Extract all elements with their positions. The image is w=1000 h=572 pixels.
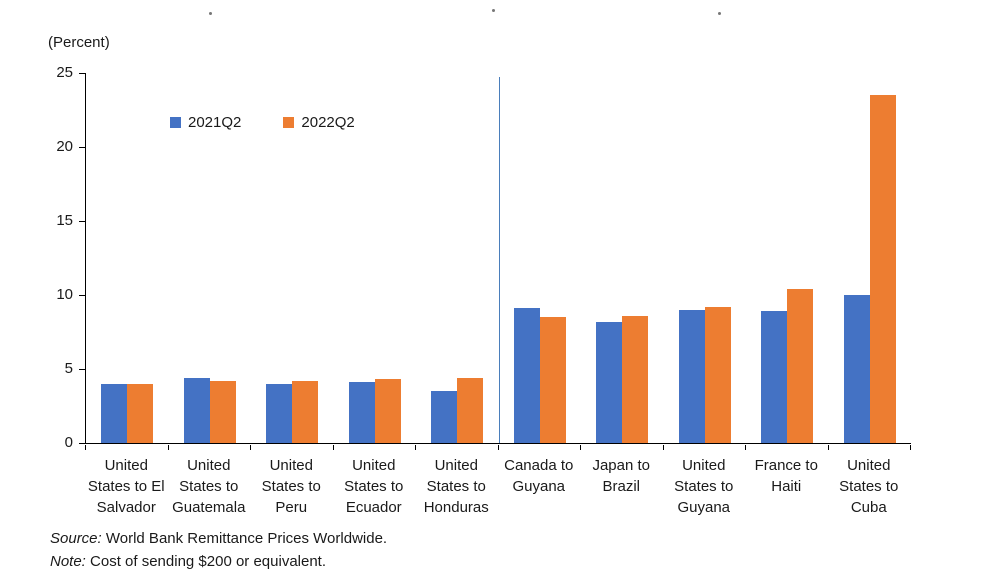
bar-2021q2 xyxy=(843,295,870,443)
bar-2021q2 xyxy=(101,383,128,443)
x-category-label: United States to Guatemala xyxy=(172,457,246,516)
x-category-label: United States to Guyana xyxy=(674,457,734,516)
bar-group xyxy=(581,73,664,443)
x-tick-mark xyxy=(167,444,169,450)
bar-group xyxy=(251,73,334,443)
y-tick-mark xyxy=(79,442,85,444)
x-tick-mark xyxy=(497,444,499,450)
x-category-label: United States to Peru xyxy=(261,457,321,516)
x-category-label: United States to Honduras xyxy=(423,457,489,516)
bar-2021q2 xyxy=(348,382,375,443)
y-tick-mark xyxy=(79,72,85,74)
bar-group xyxy=(86,73,169,443)
x-category-label: United States to El Salvador xyxy=(87,457,165,516)
legend-item-2022q2: 2022Q2 xyxy=(283,114,355,131)
bar-2021q2 xyxy=(183,377,210,443)
plot-area xyxy=(85,73,911,444)
bar-group xyxy=(169,73,252,443)
y-tick-label: 10 xyxy=(56,286,73,303)
source-text: World Bank Remittance Prices Worldwide. xyxy=(101,530,388,547)
bar-2021q2 xyxy=(761,311,788,443)
legend-swatch-2021q2 xyxy=(170,117,181,128)
x-tick-mark xyxy=(250,444,251,450)
x-tick-mark xyxy=(415,444,416,450)
source-label: Source: xyxy=(50,530,102,547)
bar-group xyxy=(664,73,747,443)
x-tick-mark xyxy=(85,444,86,450)
note-line: Note: Cost of sending $200 or equivalent… xyxy=(50,551,387,572)
bar-2022q2 xyxy=(209,380,236,443)
bar-2022q2 xyxy=(374,379,401,443)
bar-2021q2 xyxy=(596,321,623,443)
x-tick-mark xyxy=(745,444,746,450)
x-axis-labels: United States to El Salvador United States t… xyxy=(85,455,910,518)
y-tick-mark xyxy=(79,220,85,222)
chart-footer: Source: World Bank Remittance Prices Wor… xyxy=(50,528,387,572)
note-text: Cost of sending $200 or equivalent. xyxy=(85,552,327,570)
y-axis-title: (Percent) xyxy=(48,34,110,51)
bar-2021q2 xyxy=(513,308,540,443)
y-tick-mark xyxy=(79,146,85,148)
y-tick-label: 0 xyxy=(64,434,73,451)
legend-item-2021q2: 2021Q2 xyxy=(170,114,241,131)
legend-swatch-2022q2 xyxy=(283,117,295,128)
x-category-label: Canada to Guyana xyxy=(504,457,574,495)
bar-2022q2 xyxy=(457,377,484,443)
x-category-label: Japan to Brazil xyxy=(592,457,651,495)
x-category-label: United States to Ecuador xyxy=(344,457,404,516)
legend: 2021Q2 2022Q2 xyxy=(170,114,355,131)
legend-label-2021q2: 2021Q2 xyxy=(188,114,242,131)
x-tick-mark xyxy=(332,444,334,450)
bar-2022q2 xyxy=(622,315,649,443)
bar-2021q2 xyxy=(431,391,458,443)
x-tick-mark xyxy=(662,444,664,450)
region-separator-line xyxy=(498,77,500,443)
bar-group xyxy=(499,73,582,443)
bar-2022q2 xyxy=(539,317,566,443)
bar-group xyxy=(829,73,912,443)
x-category-label: France to Haiti xyxy=(754,457,818,495)
bar-group xyxy=(746,73,829,443)
scan-artifact-dot xyxy=(718,12,721,15)
bar-2022q2 xyxy=(127,383,154,443)
x-tick-mark xyxy=(827,444,829,450)
bar-2022q2 xyxy=(787,289,814,443)
scan-artifact-dot xyxy=(209,12,212,15)
y-tick-label: 20 xyxy=(56,138,73,155)
bar-2022q2 xyxy=(704,306,731,443)
x-tick-mark xyxy=(580,444,581,450)
y-tick-mark xyxy=(79,368,85,370)
bar-group xyxy=(334,73,417,443)
y-tick-label: 15 xyxy=(56,212,73,229)
y-tick-mark xyxy=(79,294,85,296)
y-tick-label: 5 xyxy=(64,360,73,377)
x-tick-mark xyxy=(910,444,911,450)
legend-label-2022q2: 2022Q2 xyxy=(301,114,355,131)
bar-group xyxy=(416,73,499,443)
bars-layer xyxy=(86,73,911,443)
bar-2022q2 xyxy=(292,380,319,443)
bar-2021q2 xyxy=(678,309,705,443)
bar-2022q2 xyxy=(869,95,896,443)
y-tick-label: 25 xyxy=(56,64,73,81)
scan-artifact-dot xyxy=(492,9,495,12)
source-line: Source: World Bank Remittance Prices Wor… xyxy=(50,528,387,551)
note-label: Note: xyxy=(50,552,86,570)
x-category-label: United States to Cuba xyxy=(839,457,899,516)
bar-2021q2 xyxy=(266,383,293,443)
